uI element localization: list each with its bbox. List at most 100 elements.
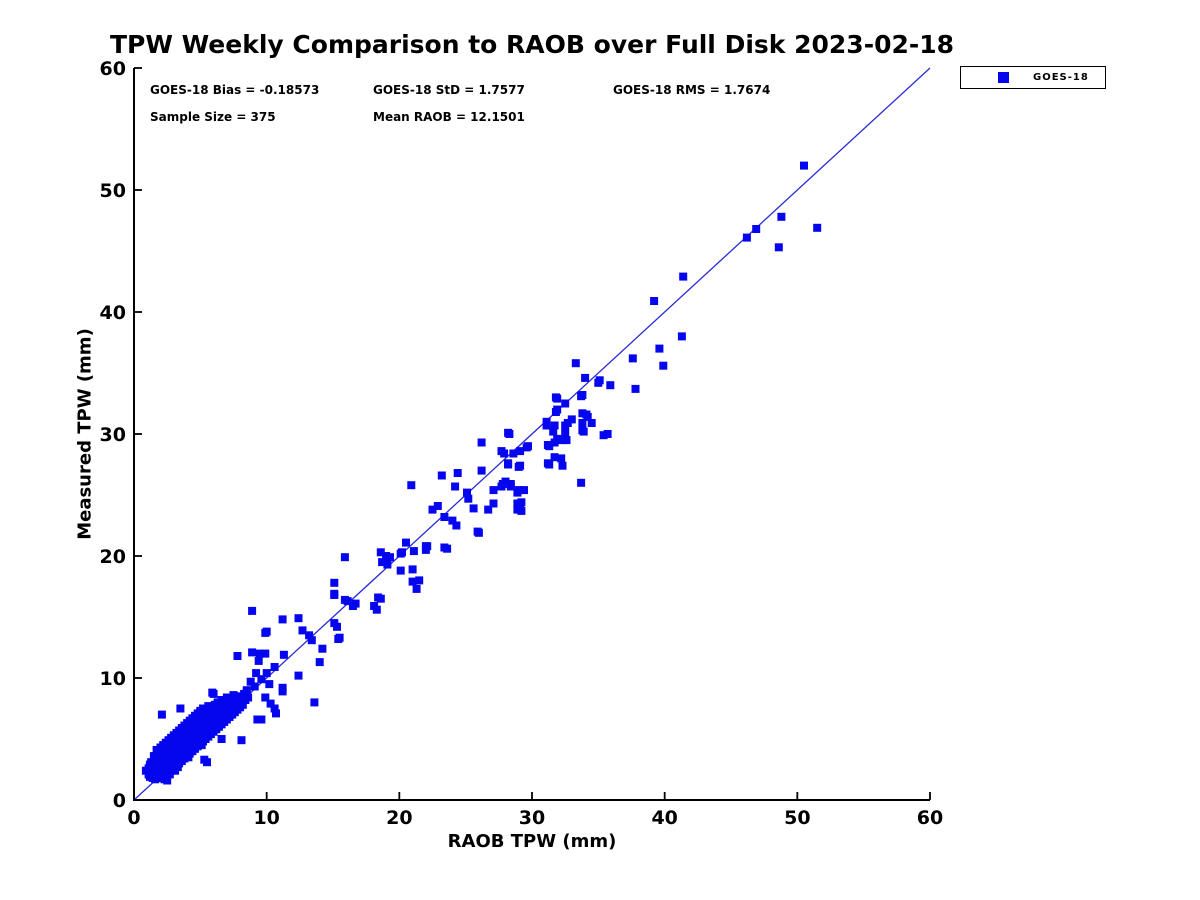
scatter-point [233, 652, 242, 660]
stat-sample-size: Sample Size = 375 [150, 110, 276, 124]
scatter-point [253, 715, 262, 724]
scatter-point [448, 516, 457, 525]
scatter-point [606, 381, 615, 390]
scatter-point [650, 297, 659, 305]
scatter-point [272, 709, 280, 718]
scatter-point [464, 494, 473, 503]
scatter-point [558, 461, 567, 470]
scatter-point [407, 481, 416, 490]
scatter-point [437, 471, 446, 480]
scatter-point [550, 438, 559, 447]
scatter-point [513, 499, 522, 508]
scatter-point [378, 558, 387, 567]
scatter-point [396, 566, 405, 575]
svg-text:30: 30 [100, 424, 126, 446]
scatter-point [469, 504, 478, 513]
scatter-point [252, 669, 261, 678]
scatter-point [217, 696, 226, 704]
scatter-point [370, 602, 379, 610]
legend-series-label: GOES-18 [1033, 72, 1089, 83]
scatter-point [163, 776, 172, 785]
scatter-point [412, 584, 421, 593]
scatter-point [351, 599, 360, 608]
x-axis-label: RAOB TPW (mm) [447, 831, 617, 852]
scatter-point [484, 505, 493, 514]
scatter-point [257, 675, 266, 684]
svg-text:20: 20 [386, 807, 412, 829]
scatter-point [237, 736, 246, 745]
scatter-point [294, 614, 303, 623]
scatter-point [504, 428, 513, 437]
scatter-point [278, 683, 287, 692]
scatter-point [279, 650, 288, 659]
scatter-point [157, 710, 166, 719]
scatter-point [561, 399, 570, 408]
scatter-point [517, 506, 526, 515]
scatter-point [415, 576, 424, 585]
y-axis-label: Measured TPW (mm) [74, 328, 96, 540]
svg-text:40: 40 [100, 302, 126, 324]
stat-rms: GOES-18 RMS = 1.7674 [613, 83, 771, 97]
scatter-point [514, 486, 523, 495]
chart-title: TPW Weekly Comparison to RAOB over Full … [109, 30, 955, 59]
tick-marks [133, 67, 931, 801]
scatter-point [270, 663, 279, 671]
scatter-point [330, 578, 339, 587]
legend-square-marker-icon [998, 72, 1009, 83]
scatter-point [433, 502, 442, 510]
scatter-point [266, 699, 275, 708]
scatter-point [578, 409, 587, 418]
scatter-point [242, 686, 251, 695]
scatter-point [567, 415, 576, 424]
scatter-point [200, 755, 209, 764]
scatter-point [261, 649, 270, 658]
scatter-point [577, 478, 586, 487]
scatter-point [305, 631, 314, 640]
scatter-point [307, 636, 316, 645]
scatter-point [330, 589, 339, 598]
scatter-point [382, 552, 391, 560]
scatter-point [581, 373, 590, 382]
scatter-point [248, 648, 257, 657]
scatter-point [553, 405, 562, 414]
scatter-point [262, 669, 271, 678]
scatter-point [376, 594, 385, 603]
scatter-point [595, 376, 604, 385]
svg-text:0: 0 [127, 807, 140, 829]
scatter-point [506, 482, 515, 491]
scatter-point [578, 419, 587, 427]
scatter-point [514, 462, 523, 471]
svg-text:10: 10 [100, 668, 126, 690]
scatter-point [238, 700, 247, 709]
scatter-point [423, 542, 432, 551]
svg-text:60: 60 [917, 807, 943, 829]
scatter-point [428, 505, 437, 514]
scatter-point [579, 427, 588, 436]
scatter-point [463, 488, 471, 497]
scatter-point [453, 469, 462, 477]
scatter-point [561, 428, 570, 437]
scatter-point [451, 482, 460, 491]
scatter-point [318, 644, 327, 653]
scatter-point [440, 513, 449, 521]
scatter-point [679, 272, 688, 281]
scatter-point [800, 161, 808, 170]
scatter-point [520, 486, 528, 495]
scatter-point [278, 615, 287, 624]
legend-box: GOES-18 [960, 66, 1106, 89]
scatter-point [340, 595, 349, 604]
stat-bias: GOES-18 Bias = -0.18573 [150, 83, 320, 97]
scatter-point [752, 225, 761, 233]
scatter-point [774, 243, 783, 252]
scatter-point [200, 733, 209, 742]
scatter-point [542, 417, 551, 426]
svg-text:50: 50 [784, 807, 810, 829]
scatter-point [298, 626, 307, 635]
stat-mean-raob: Mean RAOB = 12.1501 [373, 110, 525, 124]
y-tick-labels: 0 10 20 30 40 50 60 [100, 58, 126, 812]
scatter-point [270, 704, 279, 713]
scatter-point [452, 521, 461, 530]
scatter-point [498, 480, 507, 488]
scatter-point [677, 332, 686, 341]
